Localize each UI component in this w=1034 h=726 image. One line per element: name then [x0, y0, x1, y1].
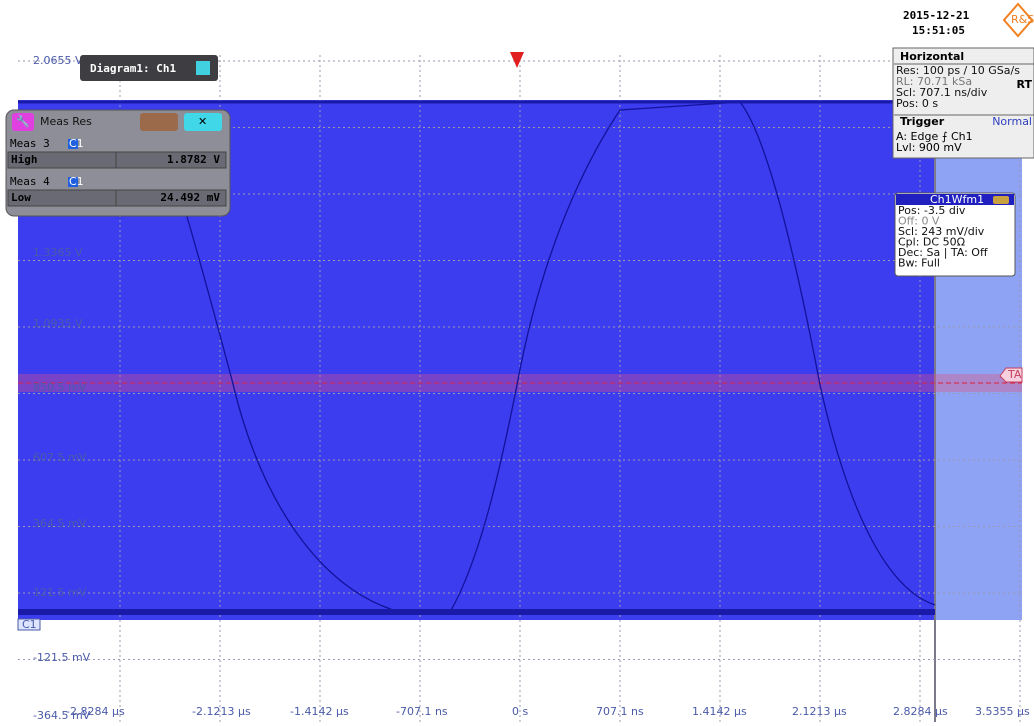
logo-shape — [1002, 2, 1034, 38]
h-mode: RT — [1017, 78, 1033, 91]
ch-line: Cpl: DC 50Ω — [898, 236, 965, 249]
channel-marker-box — [17, 618, 41, 631]
h-line: Scl: 707.1 ns/div — [896, 86, 988, 99]
wrench-icon: 🔧 — [16, 114, 30, 128]
x-label: -707.1 ns — [396, 705, 448, 718]
meas-minimize[interactable] — [140, 113, 178, 131]
x-label: 1.4142 µs — [692, 705, 747, 718]
y-label: -121.5 mV — [33, 651, 91, 664]
y-label: 121.5 mV — [33, 586, 87, 599]
y-label: 364.5 mV — [33, 517, 87, 530]
x-label: -2.1213 µs — [192, 705, 251, 718]
meas-rows: Meas 3 C1 High 1.8782 V Meas 4 C1 Low 24.492 mV — [7, 137, 227, 207]
y-labels: 2.0655 V 1.3365 V 1.0935 V 850.5 mV 607.5 mV… — [33, 54, 91, 722]
channel-header — [896, 194, 1014, 205]
channel-marker: C1 — [22, 618, 37, 631]
t-line: Lvl: 900 mV — [896, 141, 962, 154]
waveform — [149, 101, 936, 613]
diagram-tab-label: Diagram1: Ch1 — [90, 62, 176, 75]
y-label: 1.0935 V — [33, 317, 83, 330]
channel-title: Ch1Wfm1 — [930, 193, 984, 206]
close-icon: ✕ — [198, 115, 207, 128]
t-mode: Normal — [992, 115, 1032, 128]
meas-label: High — [11, 153, 38, 166]
meas-value: 24.492 mV — [160, 191, 220, 204]
meas-close[interactable] — [184, 113, 222, 131]
ch-line: Bw: Full — [898, 257, 940, 270]
h-title: Horizontal — [900, 50, 964, 63]
y-label: 2.0655 V — [33, 54, 83, 67]
horizontal-panel — [892, 47, 1034, 159]
ch-line: Off: 0 V — [898, 215, 940, 228]
ch-line: Dec: Sa | TA: Off — [898, 246, 988, 259]
t-line: A: Edge ⨍ Ch1 — [896, 130, 973, 143]
x-label: 3.5355 µs — [975, 705, 1030, 718]
logo: R&S — [1011, 13, 1034, 26]
meas-value: 1.8782 V — [167, 153, 220, 166]
meas-name: Meas 3 — [10, 137, 50, 150]
h-line: RL: 70.71 kSa — [896, 75, 972, 88]
x-label: 2.1213 µs — [792, 705, 847, 718]
meas-row — [7, 189, 227, 207]
h-line: Res: 100 ps / 10 GSa/s — [896, 64, 1020, 77]
time: 15:51:05 — [912, 24, 965, 37]
x-labels: -2.8284 µs -2.1213 µs -1.4142 µs -707.1 ns 0… — [66, 705, 1030, 718]
trigger-pos-marker — [510, 52, 524, 68]
trigger-band — [18, 374, 1022, 392]
y-label: 850.5 mV — [33, 381, 87, 394]
trigger-marker-box — [999, 367, 1023, 383]
x-label: -1.4142 µs — [290, 705, 349, 718]
meas-label: Low — [11, 191, 31, 204]
date: 2015-12-21 — [903, 9, 970, 22]
trigger-marker: TA — [1007, 368, 1022, 381]
t-title: Trigger — [900, 115, 945, 128]
meas-name: Meas 4 — [10, 175, 50, 188]
h-line: Pos: 0 s — [896, 97, 938, 110]
meas-badge — [68, 177, 78, 187]
x-label: 0 s — [512, 705, 528, 718]
x-label: 2.8284 µs — [893, 705, 948, 718]
ch-line: Pos: -3.5 div — [898, 204, 966, 217]
diagram-tab[interactable] — [80, 55, 218, 81]
ch-line: Scl: 243 mV/div — [898, 225, 985, 238]
y-label: 1.3365 V — [33, 246, 83, 259]
y-label: 607.5 mV — [33, 451, 87, 464]
meas-row — [7, 151, 227, 169]
meas-badge — [68, 139, 78, 149]
y-label: -364.5 mV — [33, 709, 91, 722]
x-label: -2.8284 µs — [66, 705, 125, 718]
channel-panel — [894, 192, 1016, 277]
tab-close[interactable] — [196, 61, 210, 75]
meas-badge-text: C1 — [69, 175, 84, 188]
x-label: 707.1 ns — [596, 705, 644, 718]
channel-min[interactable] — [993, 196, 1009, 204]
meas-title: Meas Res — [40, 115, 92, 128]
meas-badge-text: C1 — [69, 137, 84, 150]
meas-settings[interactable] — [12, 113, 34, 131]
